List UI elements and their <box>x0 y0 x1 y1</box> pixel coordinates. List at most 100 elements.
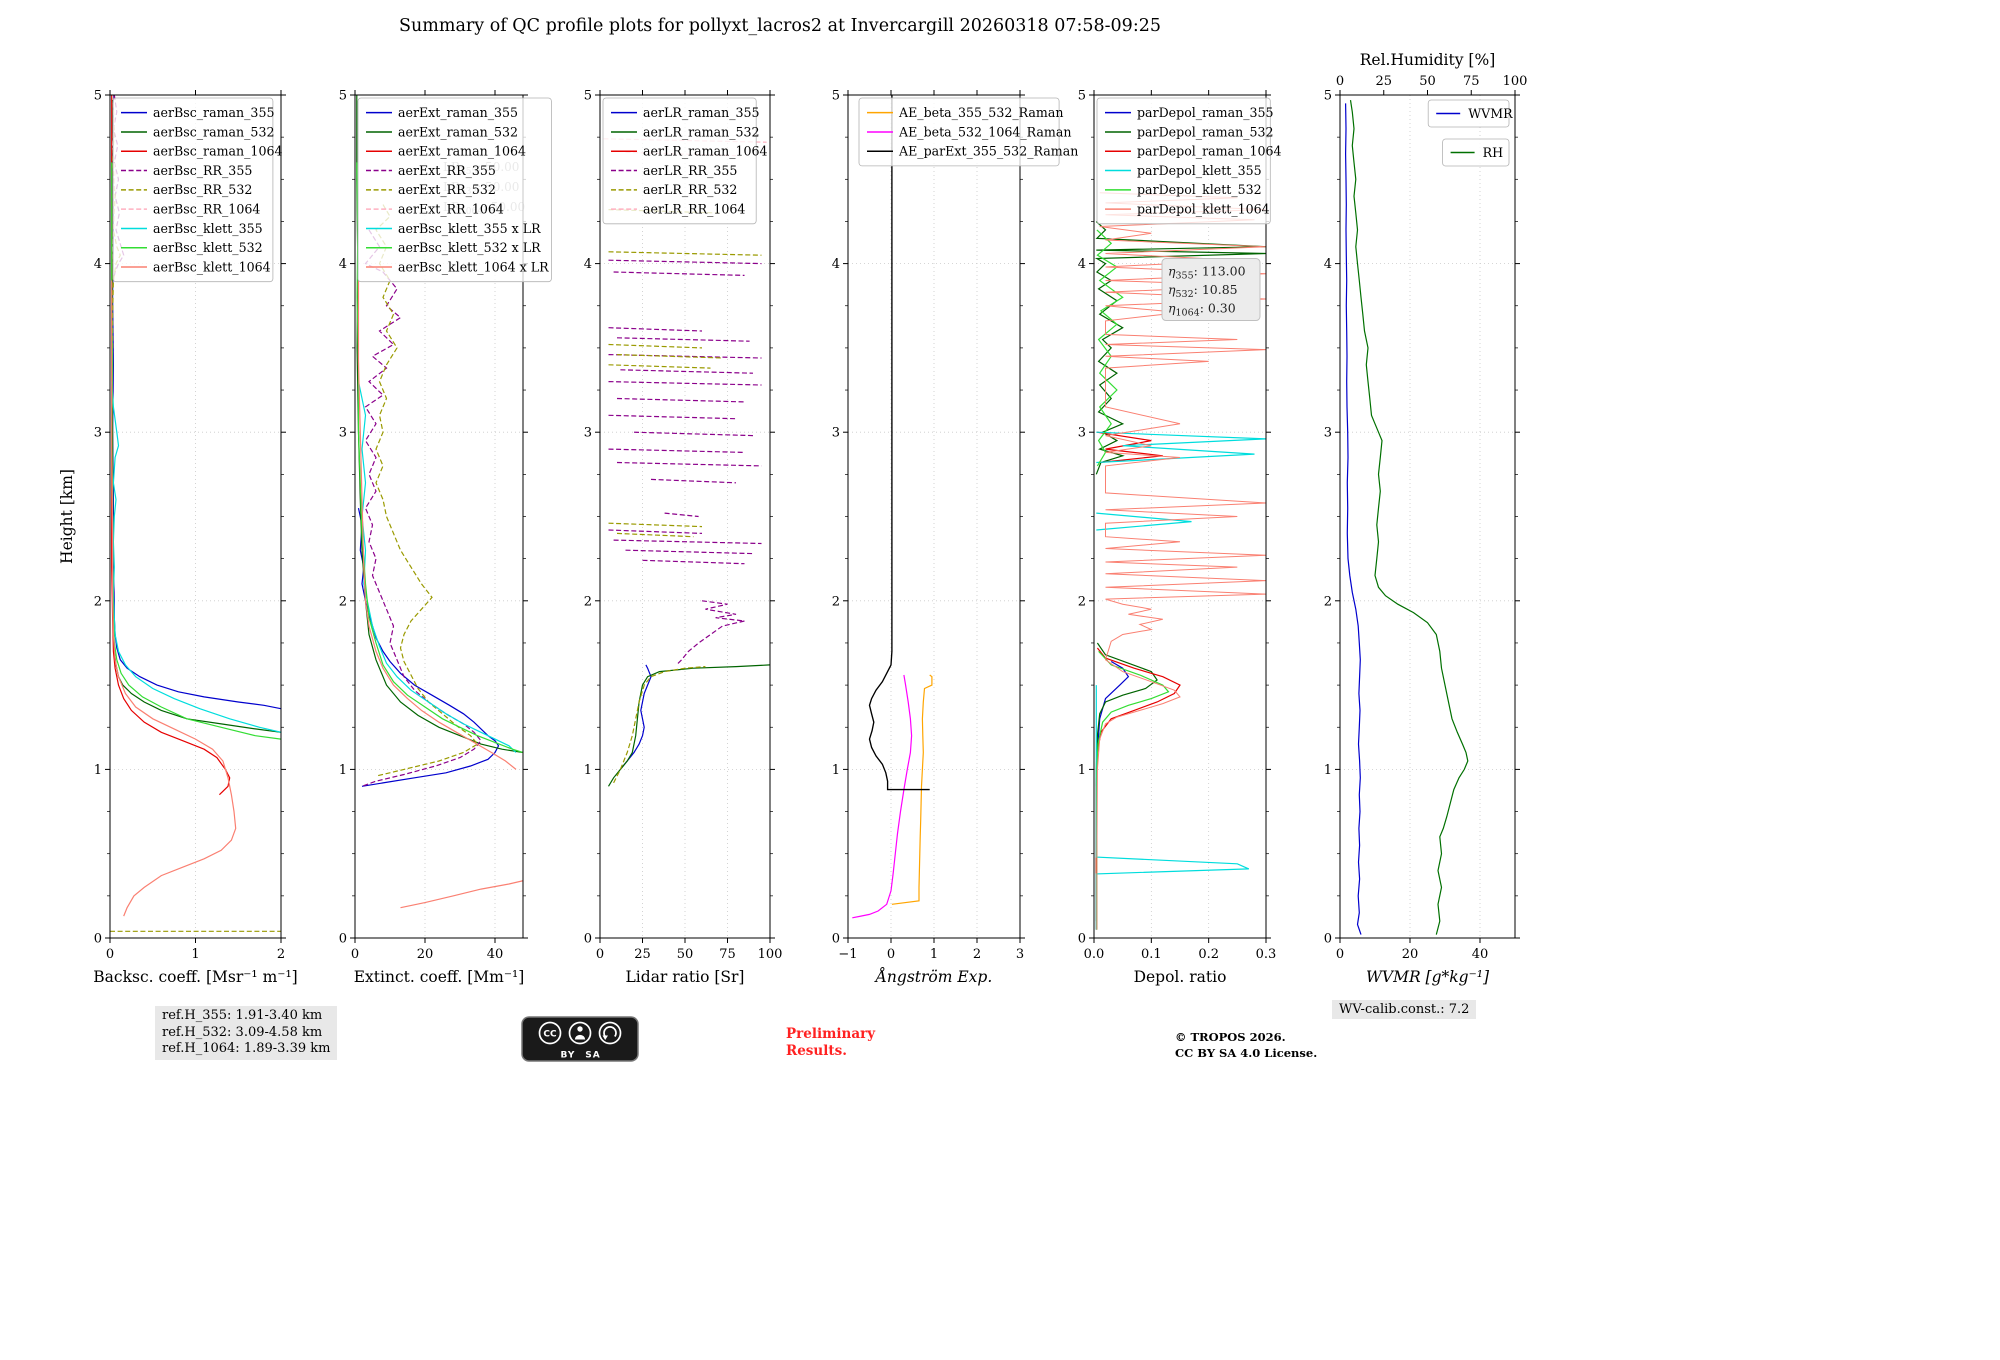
preliminary-note: Preliminary Results. <box>786 1026 876 1059</box>
legend-label: aerBsc_RR_1064 <box>153 201 260 216</box>
series-aerBsc_klett_355 <box>111 381 281 733</box>
svg-text:2: 2 <box>277 947 285 962</box>
series-AE_parExt_355_532_Raman <box>868 95 930 791</box>
ticks <box>843 90 1025 943</box>
series-parDepol_raman_355 <box>1095 660 1130 787</box>
svg-text:1: 1 <box>1324 763 1332 778</box>
svg-text:1: 1 <box>339 763 347 778</box>
ticks <box>105 90 286 943</box>
legend-label: aerLR_RR_1064 <box>643 201 745 216</box>
series-group <box>110 95 281 932</box>
series-aerLR_RR_532 <box>616 354 723 359</box>
svg-text:4: 4 <box>1078 257 1086 272</box>
svg-text:0: 0 <box>94 932 102 947</box>
svg-text:75: 75 <box>719 947 736 962</box>
series-aerLR_RR_355 <box>650 478 737 484</box>
legend-label: aerLR_raman_1064 <box>643 144 768 159</box>
series-WVMR <box>1344 103 1362 935</box>
svg-text:5: 5 <box>339 89 347 104</box>
svg-text:0: 0 <box>596 947 604 962</box>
cc-license-badge: CC BY SA <box>521 1016 639 1062</box>
series-aerExt_raman_355 <box>357 507 500 787</box>
series-aerLR_raman_532 <box>607 664 770 787</box>
svg-text:50: 50 <box>677 947 694 962</box>
share-alike-icon <box>598 1021 622 1045</box>
legend-label: aerExt_RR_1064 <box>398 201 504 216</box>
series-parDepol_klett_1064 <box>1096 192 1266 930</box>
svg-text:0: 0 <box>887 947 895 962</box>
panel-depol: 0.0 0.1 0.2 0.3 0 1 2 3 4 5 Depol. ratio parDepol_r… <box>1078 89 1282 987</box>
svg-text:2: 2 <box>832 594 840 609</box>
ref-h-355: ref.H_355: 1.91-3.40 km <box>162 1008 323 1023</box>
svg-text:0: 0 <box>832 932 840 947</box>
svg-text:0: 0 <box>584 932 592 947</box>
x-axis-label: Lidar ratio [Sr] <box>626 968 745 986</box>
series-aerLR_RR_355 <box>608 381 762 386</box>
svg-text:20: 20 <box>1402 947 1419 962</box>
svg-text:3: 3 <box>339 426 347 441</box>
svg-text:1: 1 <box>930 947 938 962</box>
svg-text:CC: CC <box>543 1030 557 1040</box>
series-aerLR_raman_355 <box>619 664 652 770</box>
legend-label: RH <box>1483 145 1503 160</box>
legend-label: parDepol_raman_355 <box>1137 105 1274 120</box>
legend-label: aerBsc_klett_1064 <box>153 259 271 274</box>
series-aerLR_RR_355 <box>616 337 750 342</box>
svg-text:0: 0 <box>1078 932 1086 947</box>
gridlines <box>848 95 1020 938</box>
ref-heights-box: ref.H_355: 1.91-3.40 km ref.H_532: 3.09-… <box>155 1006 338 1060</box>
legend-label: aerExt_RR_355 <box>398 163 496 178</box>
y-axis-label: Height [km] <box>58 469 76 564</box>
svg-text:50: 50 <box>1419 74 1436 89</box>
ticks <box>1089 90 1271 943</box>
svg-text:2: 2 <box>1078 594 1086 609</box>
svg-text:3: 3 <box>94 426 102 441</box>
legend-label: aerLR_RR_532 <box>643 182 737 197</box>
series-aerLR_RR_355 <box>608 529 703 534</box>
series-aerLR_RR_355 <box>642 559 745 565</box>
series-aerLR_RR_355 <box>616 397 745 403</box>
legend-label: aerBsc_raman_532 <box>153 124 274 139</box>
ref-h-1064: ref.H_1064: 1.89-3.39 km <box>162 1041 331 1057</box>
svg-text:100: 100 <box>758 947 783 962</box>
series-aerLR_RR_532 <box>608 522 703 528</box>
svg-text:5: 5 <box>584 89 592 104</box>
series-aerBsc_raman_1064 <box>111 95 231 796</box>
attribution-person-icon <box>568 1021 592 1045</box>
legend-label: aerBsc_raman_355 <box>153 105 274 120</box>
ref-h-532: ref.H_532: 3.09-4.58 km <box>162 1024 323 1040</box>
series-aerBsc_klett_1064 <box>111 280 237 917</box>
svg-text:0.0: 0.0 <box>1084 947 1105 962</box>
svg-text:4: 4 <box>94 257 102 272</box>
series-aerLR_RR_355 <box>676 600 745 666</box>
eta-value: η1064: 0.30 <box>1168 300 1236 318</box>
x-axis-label: Extinct. coeff. [Mm⁻¹] <box>354 968 525 986</box>
series-parDepol_klett_355 <box>1095 685 1250 930</box>
legend-box <box>858 97 1060 167</box>
series-group <box>1344 100 1469 935</box>
ticks <box>595 90 775 943</box>
axes-frame <box>1339 94 1516 939</box>
panel-lidar-ratio: 0 25 50 75 100 0 1 2 3 4 5 Lidar ratio [Sr] aerLR_ra… <box>584 89 783 987</box>
svg-text:3: 3 <box>1324 426 1332 441</box>
svg-text:4: 4 <box>339 257 347 272</box>
series-aerLR_RR_532 <box>613 666 706 784</box>
svg-text:5: 5 <box>94 89 102 104</box>
svg-text:40: 40 <box>1472 947 1489 962</box>
legend-label: aerBsc_klett_355 x LR <box>398 221 541 236</box>
tick-labels: 0 1 2 0 1 2 3 4 5 <box>94 89 285 963</box>
gridlines <box>600 95 770 938</box>
series-aerLR_RR_532 <box>608 343 703 349</box>
series-group <box>603 138 770 787</box>
legend-label: aerBsc_klett_532 <box>153 240 263 255</box>
legend-label: aerLR_RR_355 <box>643 163 737 178</box>
series-aerLR_RR_355 <box>664 512 699 518</box>
series-parDepol_klett_355 <box>1096 431 1266 464</box>
series-aerLR_RR_355 <box>608 414 737 420</box>
eta-value: η532: 10.85 <box>1168 282 1238 300</box>
wv-calib-note: WV-calib.const.: 7.2 <box>1332 1000 1477 1019</box>
series-group <box>852 95 933 919</box>
